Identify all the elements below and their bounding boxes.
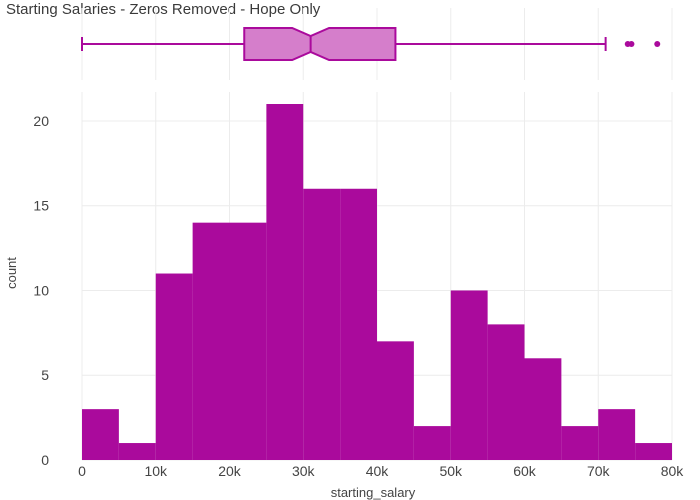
histogram-bar	[487, 324, 525, 460]
x-tick-label: 0	[78, 463, 86, 479]
y-tick-label: 5	[41, 367, 49, 383]
histogram-bar	[450, 290, 488, 460]
histogram-bar	[377, 341, 414, 460]
histogram-bar	[155, 273, 193, 460]
x-tick-label: 20k	[218, 463, 242, 479]
y-tick-label: 20	[33, 113, 49, 129]
histogram-bar	[266, 104, 304, 460]
histogram-bar	[635, 443, 672, 460]
histogram-bar	[303, 188, 341, 460]
histogram-bar	[118, 443, 156, 460]
y-axis-title: count	[4, 257, 19, 289]
histogram-bar	[598, 409, 636, 460]
histogram-bar	[561, 426, 599, 460]
x-tick-label: 30k	[292, 463, 316, 479]
axis-ticks: 0 10k 20k 30k 40k 50k 60k 70k 80k 0 5 10 15 20	[33, 113, 684, 479]
x-tick-label: 80k	[661, 463, 685, 479]
histogram-bar	[340, 188, 377, 460]
x-tick-label: 40k	[366, 463, 390, 479]
x-tick-label: 60k	[513, 463, 537, 479]
histogram-bar	[82, 409, 119, 460]
histogram-bars	[82, 104, 672, 460]
histogram-bar	[524, 358, 562, 460]
y-tick-label: 0	[41, 452, 49, 468]
box-iqr	[243, 27, 397, 61]
x-tick-label: 50k	[439, 463, 463, 479]
x-tick-label: 10k	[144, 463, 168, 479]
histogram-bar	[229, 222, 267, 460]
y-tick-label: 10	[33, 282, 49, 298]
outlier-point	[654, 41, 661, 47]
x-axis-title: starting_salary	[331, 485, 416, 500]
chart-title: Starting Salaries - Zeros Removed - Hope…	[6, 1, 321, 18]
boxplot	[81, 27, 661, 61]
histogram-bar	[192, 222, 230, 460]
outlier-point	[628, 41, 635, 47]
histogram-bar	[413, 426, 451, 460]
x-tick-label: 70k	[587, 463, 611, 479]
y-tick-label: 15	[33, 198, 49, 214]
